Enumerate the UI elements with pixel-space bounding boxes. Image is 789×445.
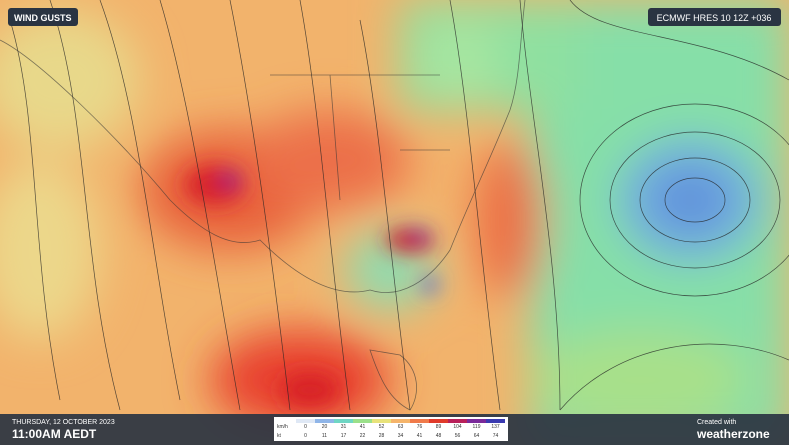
- legend-value: 0: [304, 424, 307, 430]
- legend-swatch: [296, 419, 315, 423]
- legend-swatch: [372, 419, 391, 423]
- title-box: [8, 8, 78, 26]
- model-label: ECMWF HRES 10 12Z +036: [657, 13, 772, 23]
- map-title: WIND GUSTS: [14, 13, 72, 23]
- legend-swatch: [448, 419, 467, 423]
- legend-value: 76: [417, 424, 423, 430]
- legend-value: 119: [473, 424, 481, 430]
- legend-swatch: [410, 419, 429, 423]
- legend-unit: km/h: [277, 424, 288, 430]
- time-label: 11:00AM AEDT: [12, 427, 97, 441]
- brand-label: weatherzone: [696, 427, 770, 441]
- legend-value: 20: [322, 424, 328, 430]
- streamlines: [9, 0, 789, 411]
- coastline: [0, 0, 526, 411]
- legend-value: 52: [379, 424, 385, 430]
- legend-value: 104: [453, 424, 462, 430]
- legend-value: 48: [436, 433, 442, 439]
- legend-value: 89: [436, 424, 442, 430]
- legend-swatch: [486, 419, 505, 423]
- legend-value: 137: [491, 424, 500, 430]
- legend-value: 41: [417, 433, 423, 439]
- legend-value: 34: [398, 433, 404, 439]
- legend-unit: kt: [277, 433, 282, 439]
- legend-value: 74: [493, 433, 499, 439]
- legend-value: 41: [360, 424, 366, 430]
- model-box: [648, 8, 781, 26]
- legend-value: 56: [455, 433, 461, 439]
- legend-value: 0: [304, 433, 307, 439]
- legend-swatch: [334, 419, 353, 423]
- legend-swatch: [429, 419, 448, 423]
- legend-swatch: [467, 419, 486, 423]
- legend-value: 11: [322, 433, 327, 439]
- credit-label: Created with: [697, 419, 736, 426]
- legend-value: 31: [341, 424, 347, 430]
- legend-swatch: [353, 419, 372, 423]
- gust-cores: [185, 165, 438, 408]
- legend: km/h 0 20 31 41 52 63 76 89 104 119 137 kt 0 11 17 22 28 3…: [277, 419, 505, 439]
- legend-value: 63: [398, 424, 404, 430]
- date-label: THURSDAY, 12 OCTOBER 2023: [12, 419, 115, 426]
- legend-swatch: [391, 419, 410, 423]
- legend-value: 28: [379, 433, 385, 439]
- legend-value: 64: [474, 433, 480, 439]
- legend-swatch: [315, 419, 334, 423]
- legend-value: 17: [341, 433, 347, 439]
- legend-value: 22: [360, 433, 366, 439]
